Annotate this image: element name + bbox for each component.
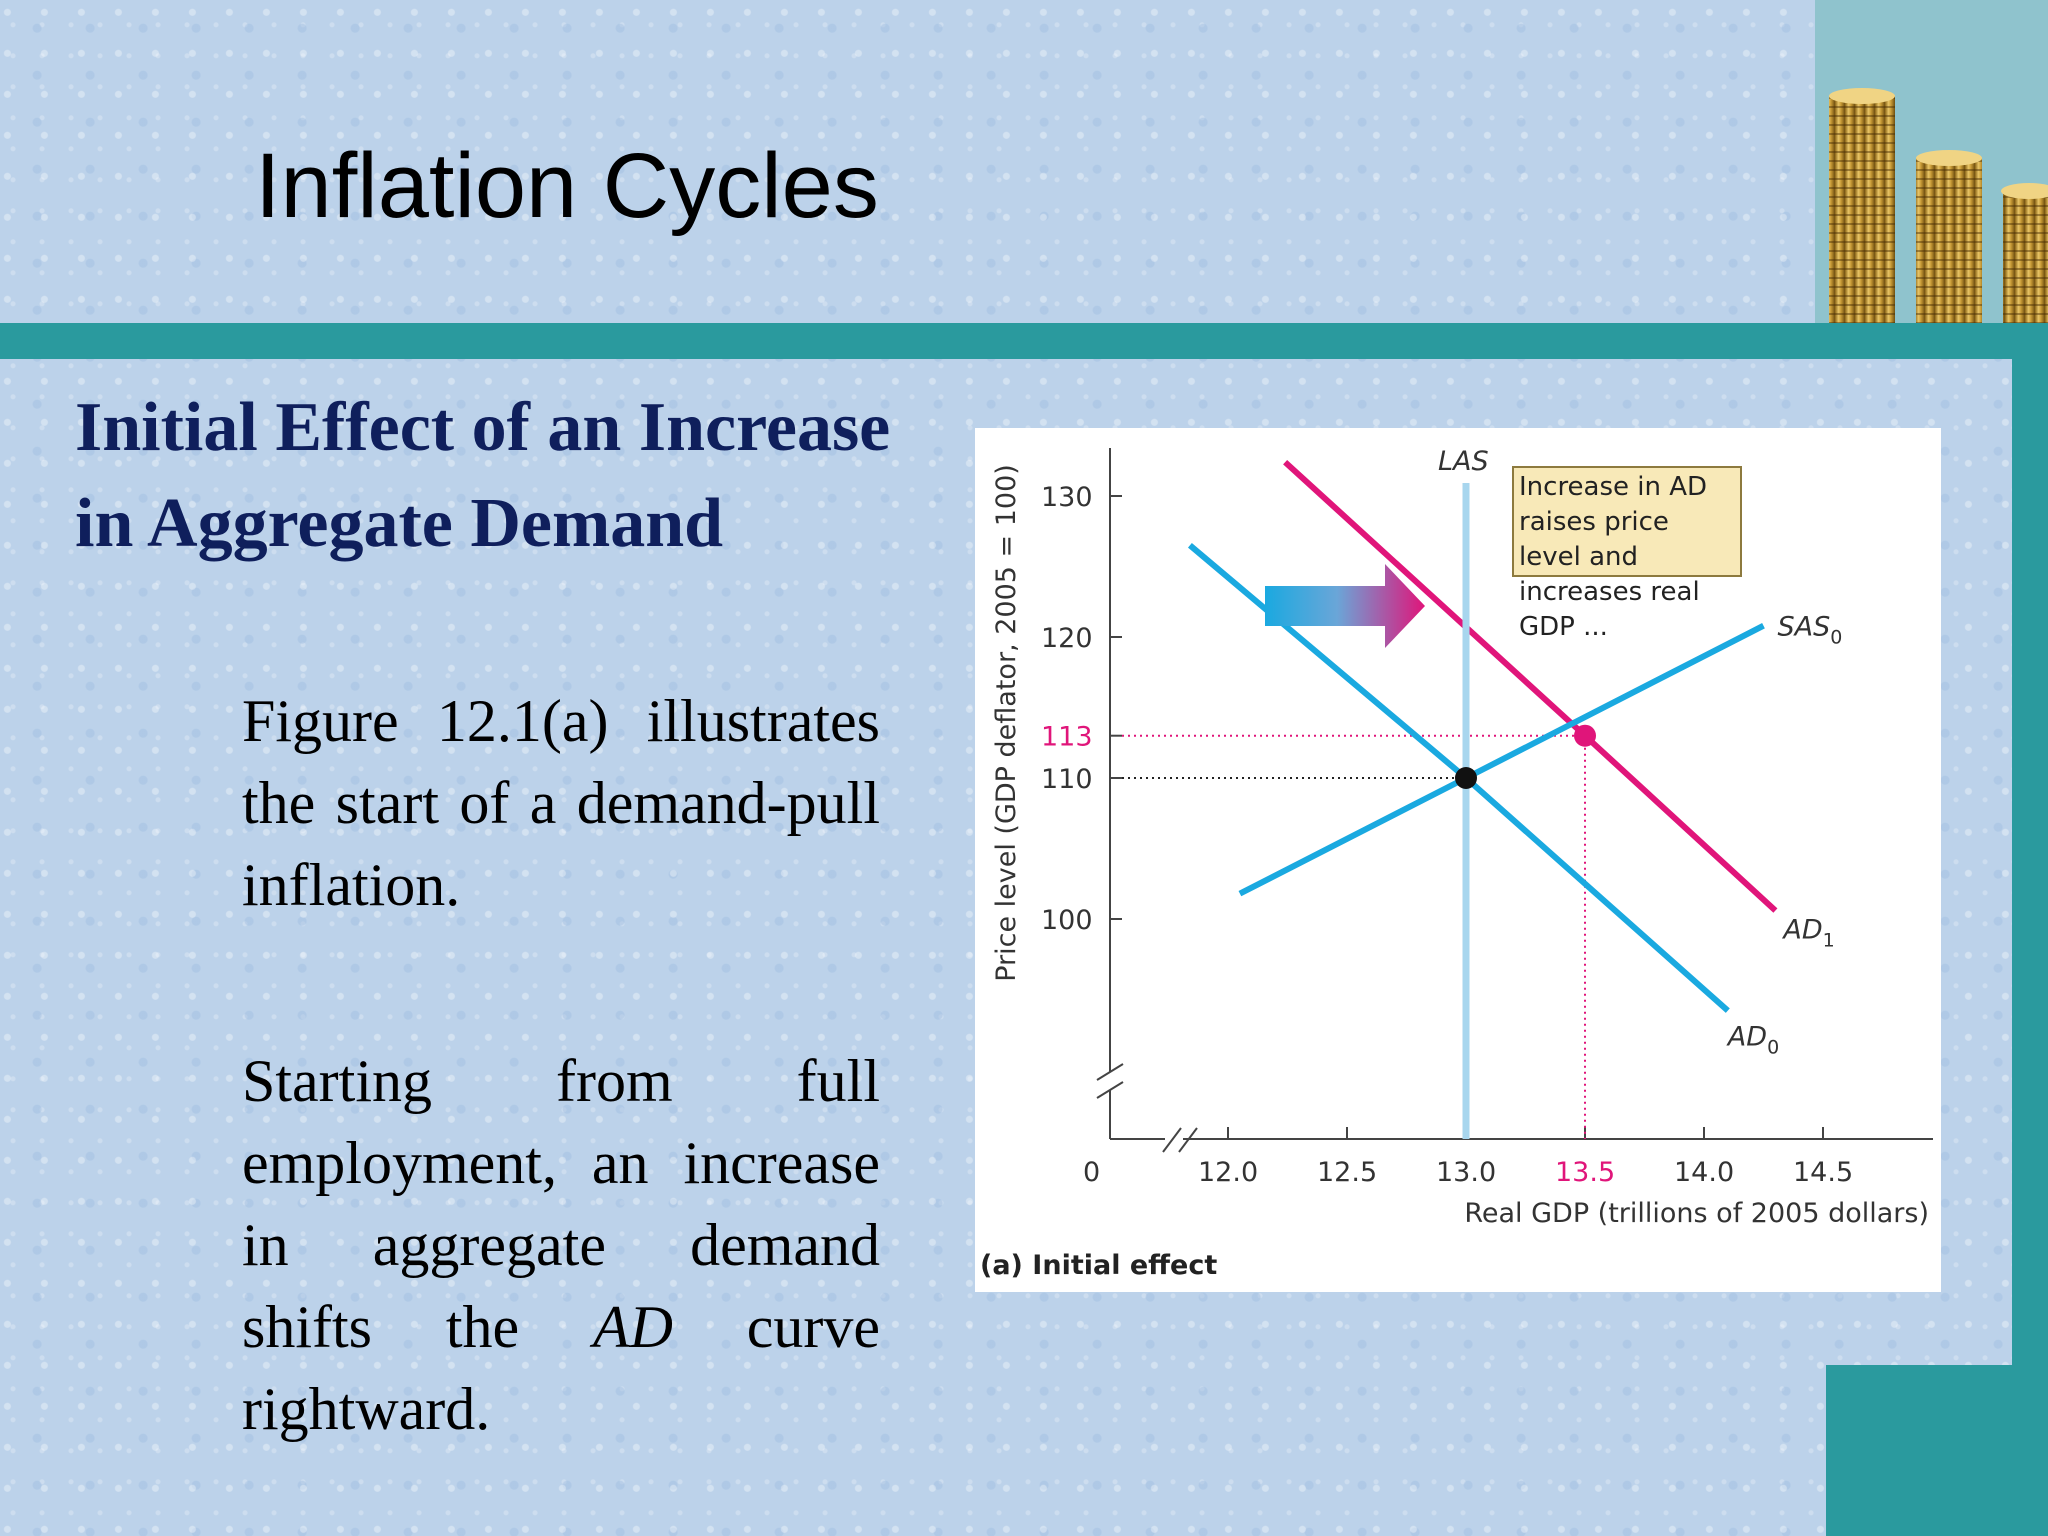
curve-label-sas0: SAS0 xyxy=(1778,612,1843,649)
y-tick-label-110: 110 xyxy=(1041,764,1093,795)
shift-arrow xyxy=(1265,564,1425,648)
y-axis-title: Price level (GDP deflator, 2005 = 100) xyxy=(991,464,1022,982)
x-tick-label-13.5: 13.5 xyxy=(1555,1157,1615,1188)
coin-stack-2 xyxy=(1916,158,1982,323)
chart-figure: AD0 AD1 SAS0 LAS 100 110 113 120 130 0 12.0 12.5 13.… xyxy=(975,428,1941,1292)
curve-label-las: LAS xyxy=(1438,446,1489,477)
y-tick-label-113: 113 xyxy=(1041,722,1093,753)
x-axis-break xyxy=(1162,1127,1198,1153)
curve-sas0 xyxy=(1238,623,1765,897)
y-tick-label-130: 130 xyxy=(1041,482,1093,513)
section-heading: Initial Effect of an Increase in Aggrega… xyxy=(75,389,891,562)
x-tick-label-12.5: 12.5 xyxy=(1317,1157,1377,1188)
paragraph-figure-intro: Figure 12.1(a) illustrates the start of … xyxy=(242,688,880,918)
y-tick-label-100: 100 xyxy=(1041,905,1093,936)
x-tick-label-14.5: 14.5 xyxy=(1793,1157,1853,1188)
ad-as-chart: AD0 AD1 SAS0 LAS 100 110 113 120 130 0 12.0 12.5 13.… xyxy=(980,446,1933,1281)
x-tick-label-12.0: 12.0 xyxy=(1198,1157,1258,1188)
right-bar xyxy=(2012,323,2048,1536)
equilibrium-point-new xyxy=(1574,724,1596,747)
slide-title: Inflation Cycles xyxy=(255,135,879,237)
equilibrium-point-initial xyxy=(1455,767,1477,789)
chart-title: (a) Initial effect xyxy=(980,1250,1217,1281)
coin-stack-1 xyxy=(1829,96,1895,323)
coin-stacks-image xyxy=(1815,0,2048,323)
para2-prefix: Starting from full employment, an increa… xyxy=(242,1048,880,1360)
x-axis-title: Real GDP (trillions of 2005 dollars) xyxy=(1464,1198,1929,1229)
x-tick-label-13.0: 13.0 xyxy=(1436,1157,1496,1188)
paragraph-ad-shift: Starting from full employment, an increa… xyxy=(242,1040,880,1450)
title-band xyxy=(0,323,2048,359)
coin-stack-3 xyxy=(2003,191,2048,323)
y-axis-break xyxy=(1096,1063,1124,1099)
x-tick-label-14.0: 14.0 xyxy=(1674,1157,1734,1188)
y-tick-label-120: 120 xyxy=(1041,623,1093,654)
curve-label-ad0: AD0 xyxy=(1726,1022,1779,1059)
para2-italic-ad: AD xyxy=(592,1294,673,1360)
corner-block xyxy=(1826,1365,2048,1536)
chart-annotation: Increase in AD raises price level and in… xyxy=(1512,466,1742,642)
x-origin-label: 0 xyxy=(1083,1157,1100,1188)
para2-suffix: curve rightward. xyxy=(242,1294,880,1442)
curve-label-ad1: AD1 xyxy=(1781,915,1834,952)
